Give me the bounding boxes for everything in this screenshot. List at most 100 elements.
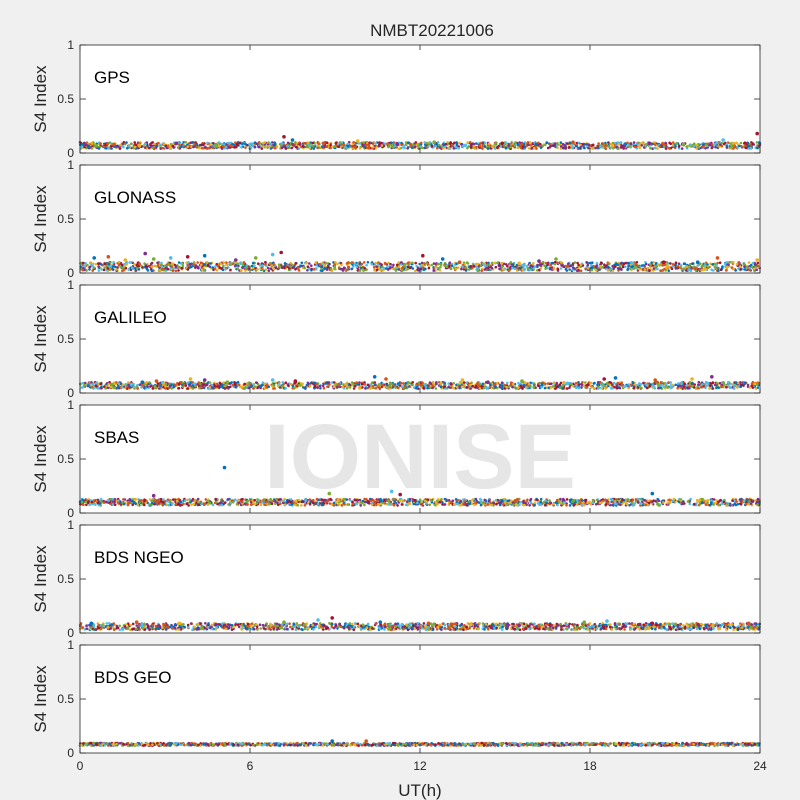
noise-point [257,145,261,149]
noise-point [670,267,674,271]
noise-point [755,383,759,387]
noise-point [208,381,212,384]
noise-point [458,141,461,145]
noise-point [251,261,255,265]
noise-point [309,381,313,385]
noise-point [240,146,243,149]
data-point [151,257,156,261]
noise-point [665,382,668,386]
noise-point [621,145,625,149]
noise-point [735,141,738,145]
noise-point [198,146,201,150]
data-point [500,141,505,146]
noise-point [476,381,479,385]
data-point [690,377,694,381]
noise-point [86,384,90,388]
noise-point [642,146,646,149]
noise-point [191,384,195,387]
noise-point [281,381,285,384]
noise-point [587,146,590,150]
noise-point [432,269,436,272]
noise-point [240,385,244,389]
noise-point [459,381,463,384]
noise-point [159,384,162,388]
noise-point [604,147,608,150]
noise-point [669,381,673,384]
noise-point [84,381,87,385]
noise-point [245,264,249,267]
noise-point [494,385,497,389]
noise-point [89,261,92,264]
noise-point [455,385,459,389]
noise-point [661,264,664,267]
noise-point [231,383,235,387]
noise-point [291,384,295,388]
noise-point [427,266,431,270]
noise-point [191,141,195,144]
noise-point [94,145,98,148]
noise-point [694,266,698,270]
noise-point [545,141,549,144]
data-point [137,143,142,148]
noise-point [121,383,125,387]
noise-point [81,381,85,385]
noise-point [706,381,710,385]
noise-point [150,269,154,273]
noise-point [561,142,565,146]
noise-point [188,386,192,390]
noise-point [276,384,280,388]
noise-point [375,268,379,272]
noise-point [624,385,628,388]
noise-point [412,143,415,147]
noise-point [509,261,513,264]
noise-point [345,386,349,390]
noise-point [92,266,96,270]
noise-point [178,143,181,147]
noise-point [442,146,445,150]
noise-point [97,262,100,266]
data-point [234,258,238,262]
noise-point [194,266,197,269]
noise-point [275,145,279,149]
data-point [432,140,437,144]
noise-point [362,261,366,264]
noise-point [568,268,571,271]
noise-point [603,263,606,267]
data-point [290,138,295,142]
noise-point [383,142,386,145]
noise-point [469,141,472,144]
noise-point [200,268,204,272]
noise-point [740,145,743,148]
noise-point [532,262,535,265]
noise-point [365,143,369,147]
noise-point [620,384,624,387]
noise-point [497,144,501,148]
noise-point [744,146,748,150]
noise-point [192,263,196,266]
noise-point [553,262,557,266]
noise-point [388,266,392,269]
noise-point [730,266,734,269]
noise-point [491,145,494,149]
noise-point [435,146,439,150]
noise-point [353,262,357,266]
noise-point [151,141,154,144]
noise-point [591,266,594,270]
noise-point [358,262,362,265]
noise-point [303,142,306,145]
noise-point [568,264,572,268]
noise-point [203,263,206,266]
noise-point [432,262,436,265]
noise-point [248,381,251,384]
noise-point [449,267,453,271]
noise-point [403,262,406,266]
noise-point [133,141,136,144]
noise-point [434,382,438,385]
data-point [384,377,388,381]
noise-point [436,141,440,144]
data-point [474,262,479,267]
noise-point [358,381,361,384]
noise-point [211,266,215,269]
